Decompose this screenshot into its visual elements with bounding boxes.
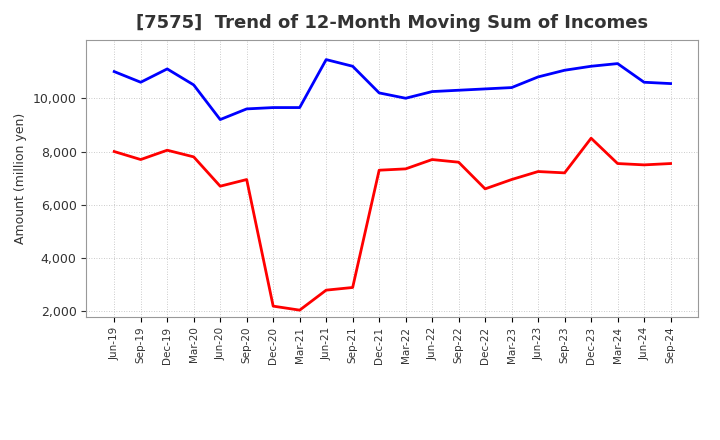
Net Income (534, 169, 542, 174)
Ordinary Income (348, 64, 357, 69)
Ordinary Income (481, 86, 490, 92)
Net Income (295, 308, 304, 313)
Ordinary Income (216, 117, 225, 122)
Net Income (508, 177, 516, 182)
Ordinary Income (560, 68, 569, 73)
Ordinary Income (534, 74, 542, 80)
Ordinary Income (640, 80, 649, 85)
Net Income (401, 166, 410, 172)
Net Income (348, 285, 357, 290)
Line: Net Income: Net Income (114, 138, 670, 310)
Y-axis label: Amount (million yen): Amount (million yen) (14, 113, 27, 244)
Ordinary Income (454, 88, 463, 93)
Ordinary Income (295, 105, 304, 110)
Net Income (243, 177, 251, 182)
Ordinary Income (322, 57, 330, 62)
Net Income (163, 147, 171, 153)
Net Income (587, 136, 595, 141)
Net Income (560, 170, 569, 176)
Ordinary Income (401, 95, 410, 101)
Ordinary Income (375, 90, 384, 95)
Ordinary Income (243, 106, 251, 111)
Ordinary Income (587, 64, 595, 69)
Ordinary Income (666, 81, 675, 86)
Net Income (375, 168, 384, 173)
Ordinary Income (163, 66, 171, 72)
Net Income (322, 287, 330, 293)
Ordinary Income (269, 105, 277, 110)
Net Income (640, 162, 649, 168)
Ordinary Income (189, 82, 198, 88)
Net Income (189, 154, 198, 160)
Ordinary Income (428, 89, 436, 94)
Net Income (110, 149, 119, 154)
Net Income (216, 183, 225, 189)
Title: [7575]  Trend of 12-Month Moving Sum of Incomes: [7575] Trend of 12-Month Moving Sum of I… (136, 15, 649, 33)
Net Income (666, 161, 675, 166)
Net Income (269, 304, 277, 309)
Net Income (454, 160, 463, 165)
Net Income (428, 157, 436, 162)
Net Income (136, 157, 145, 162)
Line: Ordinary Income: Ordinary Income (114, 59, 670, 120)
Ordinary Income (613, 61, 622, 66)
Net Income (613, 161, 622, 166)
Ordinary Income (508, 85, 516, 90)
Net Income (481, 186, 490, 191)
Ordinary Income (136, 80, 145, 85)
Ordinary Income (110, 69, 119, 74)
